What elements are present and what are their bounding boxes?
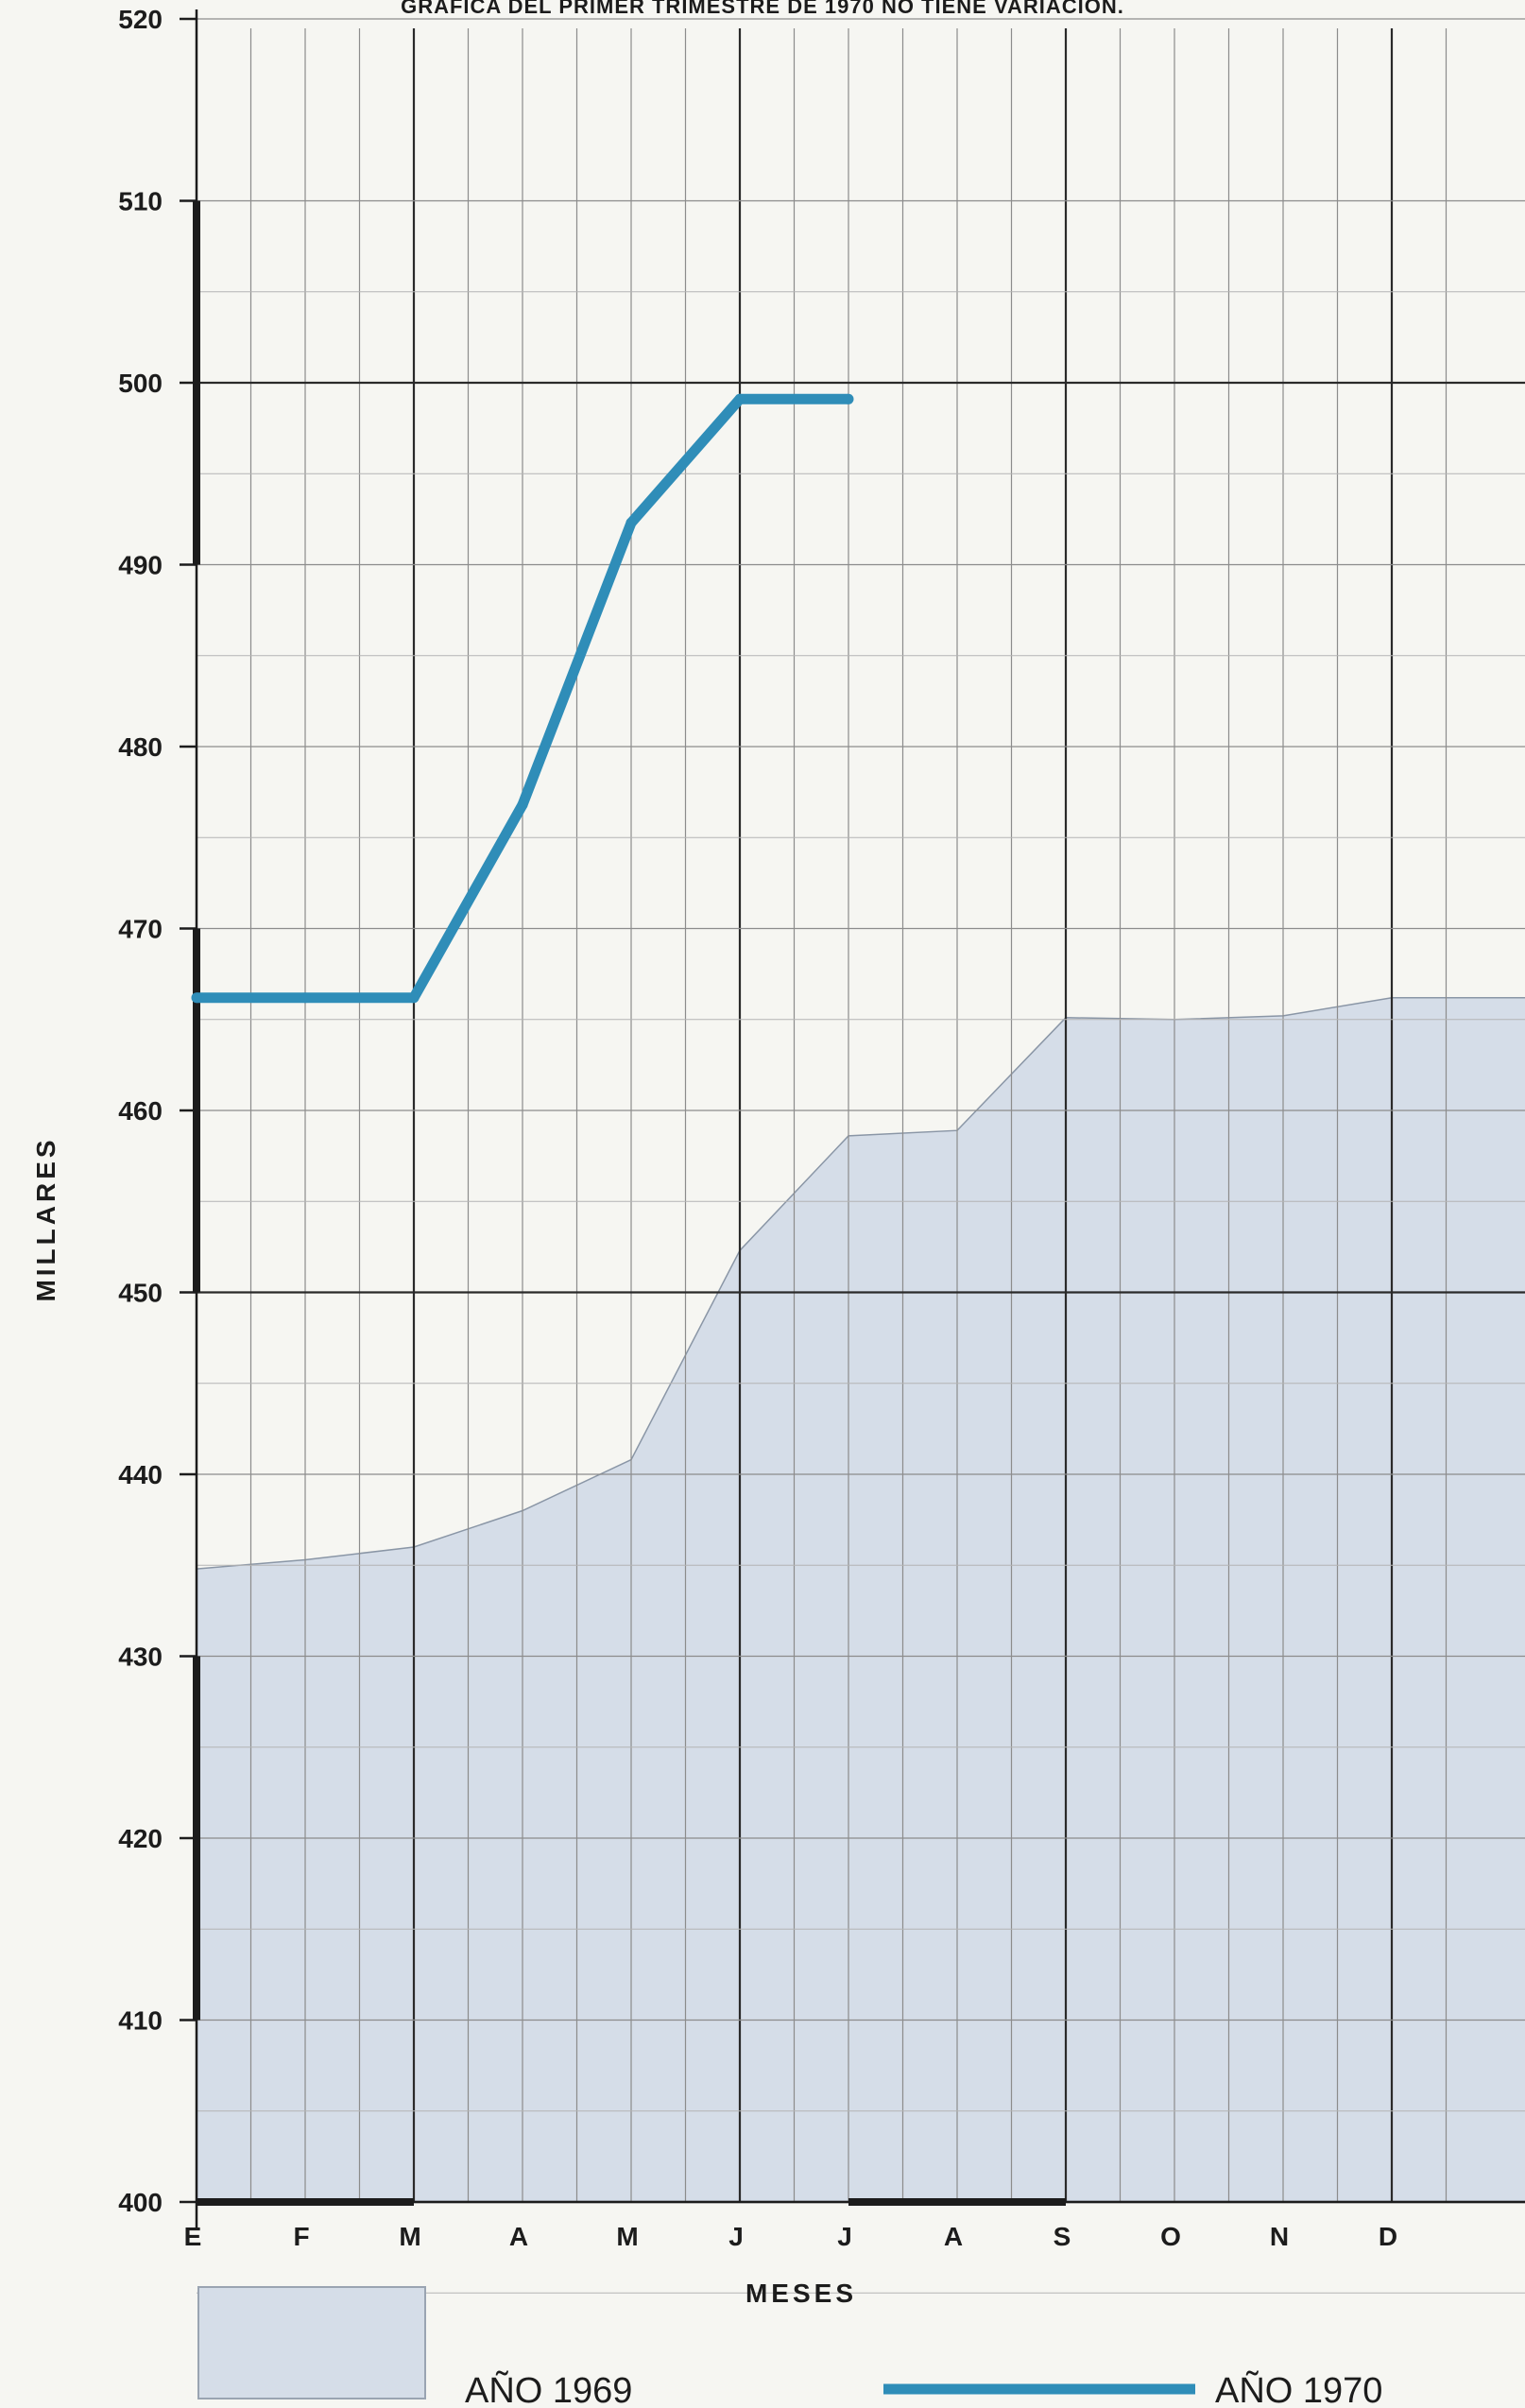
- line-point-1970: [517, 800, 528, 811]
- y-tick-label: 480: [118, 732, 163, 762]
- x-tick-label: N: [1270, 2222, 1289, 2251]
- y-tick-label: 440: [118, 1460, 163, 1489]
- y-tick-label: 510: [118, 187, 163, 216]
- y-tick-label: 450: [118, 1279, 163, 1308]
- y-axis-title: MILLARES: [31, 1136, 60, 1301]
- x-tick-label: J: [837, 2222, 852, 2251]
- legend: AÑO 1969 AÑO 1970: [197, 2286, 1382, 2408]
- line-point-1970: [300, 992, 311, 1004]
- x-tick-label: F: [293, 2222, 309, 2251]
- x-tick-label: O: [1160, 2222, 1181, 2251]
- x-tick-label: M: [616, 2222, 638, 2251]
- legend-label-1970: AÑO 1970: [1215, 2370, 1382, 2408]
- y-tick-label: 470: [118, 915, 163, 944]
- x-tick-label: A: [509, 2222, 528, 2251]
- grid-layer: [180, 9, 1525, 2294]
- x-axis-title: MESES: [745, 2279, 857, 2308]
- x-tick-label: J: [728, 2222, 744, 2251]
- x-tick-label: M: [399, 2222, 420, 2251]
- y-tick-label: 460: [118, 1096, 163, 1126]
- chart-caption: GRAFICA DEL PRIMER TRIMESTRE DE 1970 NO …: [401, 0, 1124, 18]
- x-tick-label: S: [1054, 2222, 1071, 2251]
- y-tick-label: 420: [118, 1824, 163, 1853]
- area-series-1969: [197, 997, 1525, 2202]
- y-tick-layer: 400 410 420 430 440 450 460 470 480 490 500 510 520: [118, 5, 163, 2217]
- line-point-1970: [408, 992, 420, 1004]
- y-tick-label: 520: [118, 5, 163, 34]
- x-tick-label: D: [1379, 2222, 1397, 2251]
- line-point-1970: [191, 992, 202, 1004]
- legend-label-1969: AÑO 1969: [465, 2370, 632, 2408]
- y-tick-label: 430: [118, 1643, 163, 1672]
- area-layer: [196, 996, 1525, 2202]
- line-layer: [191, 393, 854, 1004]
- legend-swatch-1969: [197, 2286, 426, 2399]
- x-tick-label: E: [184, 2222, 202, 2251]
- y-tick-label: 400: [118, 2188, 163, 2217]
- line-point-1970: [625, 517, 637, 528]
- y-tick-label: 490: [118, 551, 163, 580]
- line-point-1970: [734, 393, 745, 404]
- y-tick-label: 410: [118, 2006, 163, 2036]
- y-tick-label: 500: [118, 369, 163, 398]
- line-point-1970: [843, 393, 854, 404]
- axis-title-layer: MILLARES MESES: [31, 1136, 857, 2308]
- x-tick-label: A: [944, 2222, 963, 2251]
